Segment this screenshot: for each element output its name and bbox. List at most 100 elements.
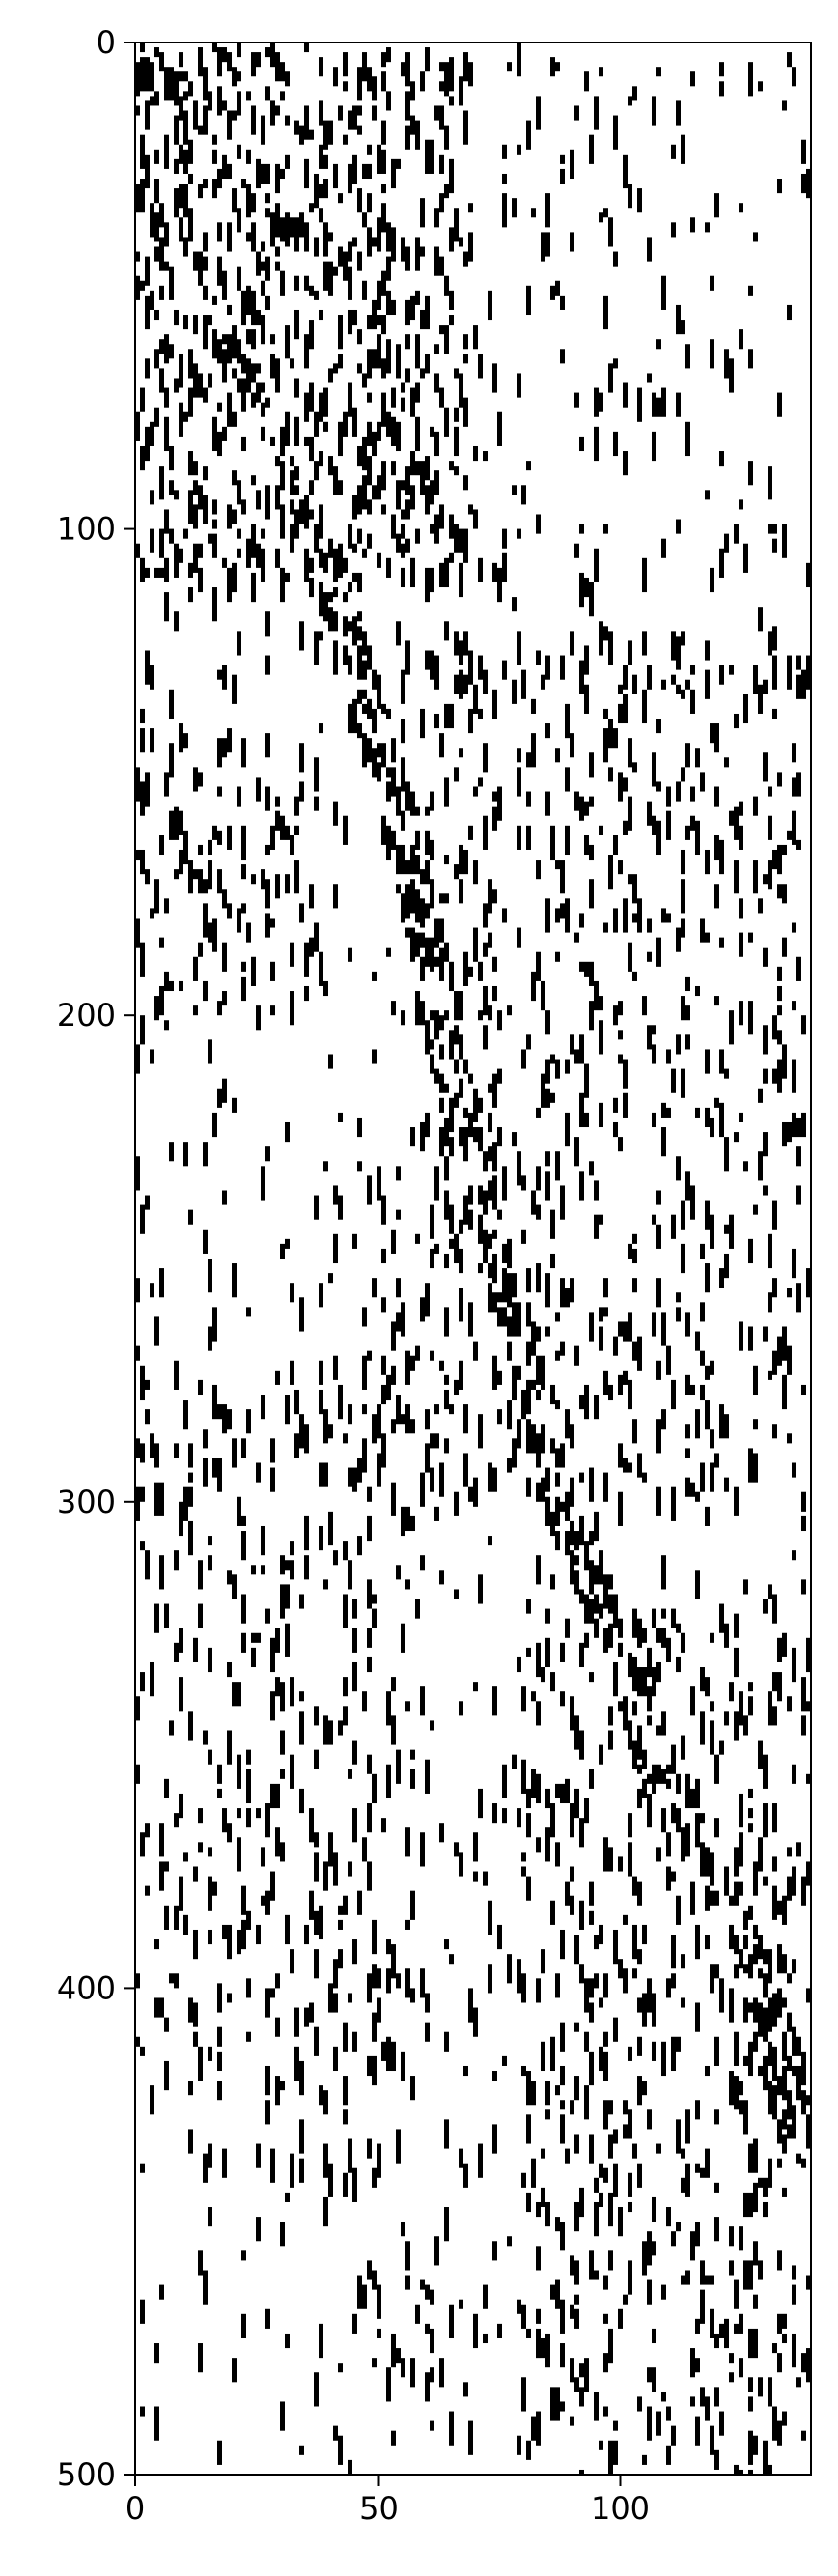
raster-segment xyxy=(430,1433,434,1449)
raster-segment xyxy=(174,543,179,578)
raster-segment xyxy=(140,57,145,92)
raster-segment xyxy=(188,349,193,379)
raster-segment xyxy=(488,1462,492,1492)
raster-segment xyxy=(748,2041,753,2077)
raster-segment xyxy=(430,1720,434,1731)
raster-segment xyxy=(323,980,328,997)
raster-segment xyxy=(212,179,217,199)
raster-segment xyxy=(290,942,294,967)
raster-segment xyxy=(150,728,154,753)
raster-segment xyxy=(459,844,463,875)
raster-segment xyxy=(656,339,661,350)
raster-segment xyxy=(714,2449,719,2470)
raster-segment xyxy=(739,1691,743,1726)
raster-segment xyxy=(270,2148,275,2183)
raster-segment xyxy=(410,387,415,417)
raster-segment xyxy=(343,251,348,281)
raster-segment xyxy=(478,777,483,787)
raster-segment xyxy=(743,2192,748,2218)
raster-segment xyxy=(492,1686,497,1716)
raster-segment xyxy=(550,1384,555,1405)
raster-segment xyxy=(164,1778,169,1798)
raster-segment xyxy=(439,1462,444,1497)
raster-segment xyxy=(748,349,753,369)
raster-segment xyxy=(333,2425,338,2441)
raster-segment xyxy=(599,1307,603,1322)
raster-segment xyxy=(415,855,420,875)
raster-segment xyxy=(574,1345,579,1366)
raster-segment xyxy=(372,2055,377,2086)
raster-segment xyxy=(280,426,285,457)
raster-segment xyxy=(333,163,338,189)
raster-segment xyxy=(555,1151,560,1181)
raster-segment xyxy=(338,354,343,369)
raster-segment xyxy=(579,2187,584,2218)
raster-segment xyxy=(483,1229,488,1264)
raster-segment xyxy=(352,2167,357,2202)
raster-segment xyxy=(734,713,739,729)
raster-segment xyxy=(280,1243,285,1259)
raster-segment xyxy=(410,115,415,135)
raster-segment xyxy=(352,616,357,646)
raster-segment xyxy=(541,1424,545,1454)
raster-segment xyxy=(449,703,454,729)
raster-segment xyxy=(594,1935,599,1950)
raster-segment xyxy=(545,193,550,228)
raster-segment xyxy=(584,684,589,714)
raster-segment xyxy=(232,509,237,524)
raster-segment xyxy=(618,1054,623,1064)
raster-segment xyxy=(488,1263,492,1279)
raster-segment xyxy=(647,2367,652,2383)
raster-segment xyxy=(574,1788,579,1819)
raster-segment xyxy=(685,1005,690,1021)
raster-segment xyxy=(705,1200,710,1230)
raster-segment xyxy=(323,154,328,169)
raster-segment xyxy=(386,557,391,578)
raster-segment xyxy=(492,889,497,904)
raster-segment xyxy=(367,645,372,670)
raster-segment xyxy=(203,1229,208,1254)
raster-segment xyxy=(584,645,589,675)
raster-segment xyxy=(710,1720,714,1755)
raster-segment xyxy=(140,280,145,291)
raster-segment xyxy=(584,1798,589,1824)
raster-segment xyxy=(188,1209,193,1225)
raster-segment xyxy=(135,1278,140,1303)
raster-segment xyxy=(661,1808,666,1833)
raster-segment xyxy=(265,2100,270,2125)
raster-segment xyxy=(705,490,710,500)
raster-segment xyxy=(396,884,401,894)
raster-segment xyxy=(203,879,208,894)
raster-segment xyxy=(502,1166,507,1201)
raster-segment xyxy=(362,163,367,180)
raster-segment xyxy=(656,1419,661,1454)
raster-segment xyxy=(265,879,270,909)
raster-segment xyxy=(256,158,261,189)
raster-segment xyxy=(270,42,275,68)
raster-segment xyxy=(203,315,208,350)
raster-segment xyxy=(497,1409,502,1425)
raster-segment xyxy=(536,2246,541,2271)
raster-segment xyxy=(261,869,265,890)
raster-segment xyxy=(763,1068,768,1084)
raster-segment xyxy=(401,480,405,491)
raster-segment xyxy=(613,2440,618,2465)
raster-segment xyxy=(710,723,714,744)
raster-segment xyxy=(357,251,362,271)
raster-segment xyxy=(454,1842,459,1857)
raster-segment xyxy=(159,466,164,500)
raster-segment xyxy=(198,942,203,957)
raster-segment xyxy=(425,2022,430,2042)
raster-segment xyxy=(541,1949,545,1974)
raster-segment xyxy=(492,806,497,831)
raster-segment xyxy=(372,1773,377,1804)
raster-segment xyxy=(261,115,265,145)
raster-segment xyxy=(372,2167,377,2188)
raster-segment xyxy=(294,485,299,495)
raster-segment xyxy=(574,392,579,408)
raster-segment xyxy=(410,927,415,962)
raster-segment xyxy=(183,110,188,145)
raster-segment xyxy=(661,1312,666,1346)
raster-segment xyxy=(208,1555,212,1571)
raster-segment xyxy=(444,703,449,729)
